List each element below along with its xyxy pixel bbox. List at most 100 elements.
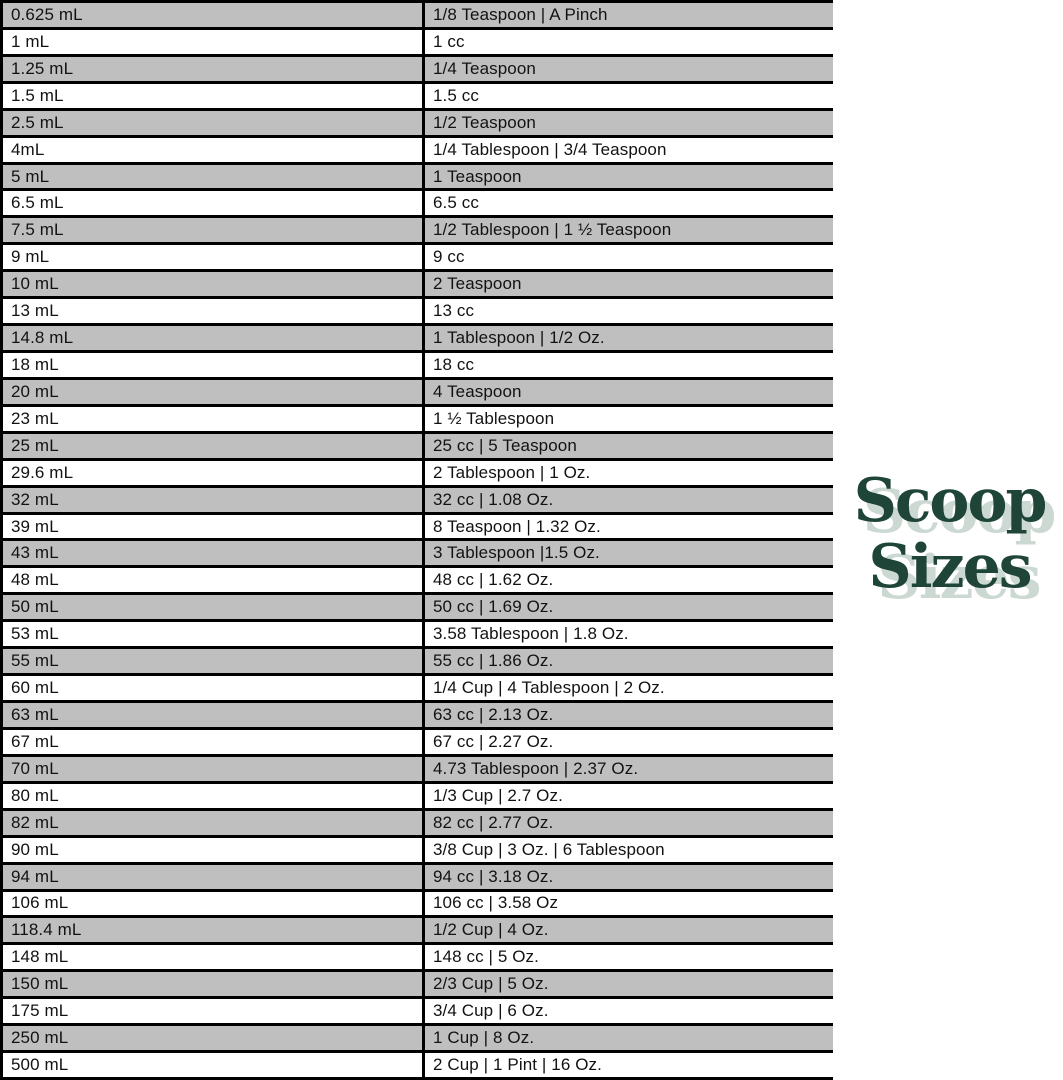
- ml-value-cell: 148 mL: [0, 945, 425, 970]
- table-row: 32 mL 32 cc | 1.08 Oz.: [0, 487, 833, 515]
- table-row: 250 mL 1 Cup | 8 Oz.: [0, 1026, 833, 1054]
- table-row: 48 mL 48 cc | 1.62 Oz.: [0, 568, 833, 596]
- ml-value-cell: 150 mL: [0, 972, 425, 997]
- ml-value-cell: 9 mL: [0, 245, 425, 270]
- table-row: 118.4 mL 1/2 Cup | 4 Oz.: [0, 918, 833, 946]
- ml-value-cell: 43 mL: [0, 541, 425, 566]
- equivalent-cell: 1 Teaspoon: [433, 166, 522, 186]
- table-row: 60 mL 1/4 Cup | 4 Tablespoon | 2 Oz.: [0, 676, 833, 704]
- equivalent-cell: 1 ½ Tablespoon: [433, 408, 555, 428]
- equivalent-cell: 3/4 Cup | 6 Oz.: [433, 1001, 549, 1021]
- equivalent-cell: 1/4 Teaspoon: [433, 58, 536, 78]
- ml-value-cell: 18 mL: [0, 353, 425, 377]
- ml-value-cell: 90 mL: [0, 837, 425, 862]
- equivalent-cell: 9 cc: [433, 247, 465, 267]
- equivalent-cell: 48 cc | 1.62 Oz.: [433, 570, 554, 590]
- table-row: 43 mL 3 Tablespoon |1.5 Oz.: [0, 541, 833, 569]
- ml-value-cell: 32 mL: [0, 487, 425, 512]
- table-row: 70 mL 4.73 Tablespoon | 2.37 Oz.: [0, 756, 833, 784]
- table-row: 18 mL 18 cc: [0, 353, 833, 380]
- equivalent-cell: 1 Cup | 8 Oz.: [433, 1028, 535, 1048]
- equivalent-cell: 55 cc | 1.86 Oz.: [433, 651, 554, 671]
- ml-value-cell: 106 mL: [0, 891, 425, 916]
- equivalent-cell: 1/4 Tablespoon | 3/4 Teaspoon: [433, 139, 667, 159]
- ml-value-cell: 13 mL: [0, 299, 425, 324]
- table-row: 14.8 mL 1 Tablespoon | 1/2 Oz.: [0, 326, 833, 354]
- ml-value-cell: 1.25 mL: [0, 56, 425, 81]
- table-row: 25 mL 25 cc | 5 Teaspoon: [0, 433, 833, 461]
- table-row: 1.5 mL 1.5 cc: [0, 83, 833, 111]
- equivalent-cell: 82 cc | 2.77 Oz.: [433, 812, 554, 832]
- table-row: 90 mL 3/8 Cup | 3 Oz. | 6 Tablespoon: [0, 837, 833, 865]
- ml-value-cell: 94 mL: [0, 864, 425, 889]
- table-row: 10 mL 2 Teaspoon: [0, 272, 833, 300]
- table-row: 2.5 mL 1/2 Teaspoon: [0, 110, 833, 138]
- equivalent-cell: 3/8 Cup | 3 Oz. | 6 Tablespoon: [433, 839, 665, 859]
- table-row: 106 mL 106 cc | 3.58 Oz: [0, 891, 833, 919]
- equivalent-cell: 1/3 Cup | 2.7 Oz.: [433, 785, 563, 805]
- ml-value-cell: 20 mL: [0, 379, 425, 404]
- table-row: 50 mL 50 cc | 1.69 Oz.: [0, 595, 833, 623]
- ml-value-cell: 5 mL: [0, 164, 425, 189]
- table-row: 29.6 mL 2 Tablespoon | 1 Oz.: [0, 460, 833, 488]
- scoop-sizes-logo: Scoop Sizes: [836, 468, 1063, 600]
- logo-word-sizes: Sizes: [868, 532, 1032, 602]
- table-row: 80 mL 1/3 Cup | 2.7 Oz.: [0, 783, 833, 811]
- ml-value-cell: 10 mL: [0, 272, 425, 297]
- ml-value-cell: 118.4 mL: [0, 918, 425, 943]
- ml-value-cell: 67 mL: [0, 729, 425, 754]
- ml-value-cell: 14.8 mL: [0, 326, 425, 351]
- table-row: 1 mL 1 cc: [0, 29, 833, 57]
- equivalent-cell: 4.73 Tablespoon | 2.37 Oz.: [433, 758, 639, 778]
- ml-value-cell: 23 mL: [0, 406, 425, 431]
- table-row: 67 mL 67 cc | 2.27 Oz.: [0, 729, 833, 757]
- ml-value-cell: 2.5 mL: [0, 110, 425, 135]
- equivalent-cell: 32 cc | 1.08 Oz.: [433, 489, 554, 509]
- ml-value-cell: 25 mL: [0, 433, 425, 458]
- equivalent-cell: 1 Tablespoon | 1/2 Oz.: [433, 328, 605, 348]
- equivalent-cell: 106 cc | 3.58 Oz: [433, 893, 559, 913]
- ml-value-cell: 4mL: [0, 137, 425, 162]
- table-row: 53 mL 3.58 Tablespoon | 1.8 Oz.: [0, 622, 833, 650]
- equivalent-cell: 63 cc | 2.13 Oz.: [433, 705, 554, 724]
- equivalent-cell: 4 Teaspoon: [433, 381, 522, 401]
- ml-value-cell: 7.5 mL: [0, 218, 425, 243]
- table-row: 63 mL 63 cc | 2.13 Oz.: [0, 703, 833, 730]
- ml-value-cell: 53 mL: [0, 622, 425, 647]
- ml-value-cell: 6.5 mL: [0, 191, 425, 216]
- table-row: 500 mL 2 Cup | 1 Pint | 16 Oz.: [0, 1053, 833, 1080]
- ml-value-cell: 500 mL: [0, 1053, 425, 1077]
- equivalent-cell: 2 Tablespoon | 1 Oz.: [433, 462, 591, 482]
- ml-value-cell: 39 mL: [0, 514, 425, 539]
- equivalent-cell: 1/2 Cup | 4 Oz.: [433, 920, 549, 940]
- ml-value-cell: 1.5 mL: [0, 83, 425, 108]
- ml-value-cell: 48 mL: [0, 568, 425, 593]
- table-row: 1.25 mL 1/4 Teaspoon: [0, 56, 833, 84]
- ml-value-cell: 50 mL: [0, 595, 425, 620]
- ml-value-cell: 175 mL: [0, 999, 425, 1024]
- table-row: 175 mL 3/4 Cup | 6 Oz.: [0, 999, 833, 1027]
- ml-value-cell: 0.625 mL: [0, 3, 425, 27]
- ml-value-cell: 80 mL: [0, 783, 425, 808]
- equivalent-cell: 1/2 Tablespoon | 1 ½ Teaspoon: [433, 220, 672, 240]
- equivalent-cell: 2/3 Cup | 5 Oz.: [433, 974, 549, 994]
- equivalent-cell: 148 cc | 5 Oz.: [433, 947, 539, 967]
- equivalent-cell: 2 Cup | 1 Pint | 16 Oz.: [433, 1055, 602, 1075]
- table-row: 7.5 mL 1/2 Tablespoon | 1 ½ Teaspoon: [0, 218, 833, 246]
- table-row: 23 mL 1 ½ Tablespoon: [0, 406, 833, 434]
- equivalent-cell: 8 Teaspoon | 1.32 Oz.: [433, 516, 601, 536]
- equivalent-cell: 6.5 cc: [433, 193, 479, 213]
- table-row: 4mL 1/4 Tablespoon | 3/4 Teaspoon: [0, 137, 833, 165]
- equivalent-cell: 25 cc | 5 Teaspoon: [433, 435, 577, 455]
- table-row: 55 mL 55 cc | 1.86 Oz.: [0, 649, 833, 677]
- equivalent-cell: 1/2 Teaspoon: [433, 112, 536, 132]
- equivalent-cell: 1/8 Teaspoon | A Pinch: [433, 4, 608, 24]
- equivalent-cell: 50 cc | 1.69 Oz.: [433, 597, 554, 617]
- table-row: 5 mL 1 Teaspoon: [0, 164, 833, 192]
- ml-value-cell: 63 mL: [0, 703, 425, 727]
- ml-value-cell: 70 mL: [0, 756, 425, 781]
- equivalent-cell: 1.5 cc: [433, 85, 479, 105]
- conversion-table: 0.625 mL 1/8 Teaspoon | A Pinch 1 mL 1 cc 1.…: [0, 0, 833, 1080]
- ml-value-cell: 29.6 mL: [0, 460, 425, 485]
- table-row: 148 mL 148 cc | 5 Oz.: [0, 945, 833, 973]
